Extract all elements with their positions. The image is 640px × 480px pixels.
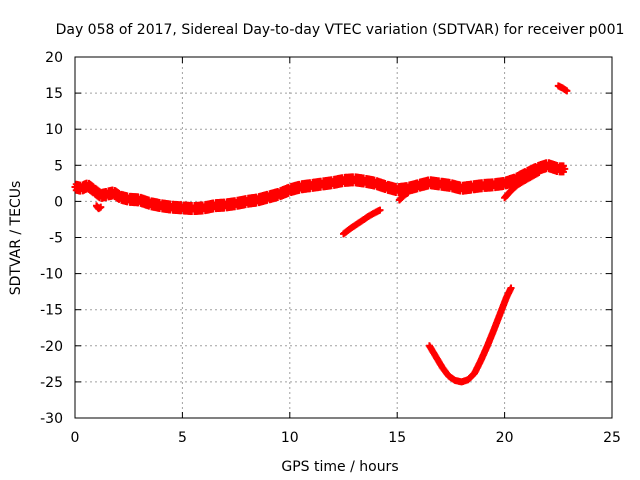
- data-point: [376, 206, 384, 214]
- data-point: [507, 284, 515, 292]
- data-point: [563, 87, 571, 95]
- x-axis-label: GPS time / hours: [281, 459, 398, 475]
- series-short-descending-arc: [92, 202, 105, 213]
- data-point: [561, 165, 569, 173]
- chart-title: Day 058 of 2017, Sidereal Day-to-day VTE…: [56, 22, 625, 38]
- data-point: [404, 189, 412, 197]
- data-points: [71, 82, 571, 386]
- y-tick-label: -5: [49, 231, 63, 247]
- y-axis-label: SDTVAR / TECUs: [8, 181, 24, 296]
- series-mid-negative-arc: [340, 206, 384, 238]
- y-tick-label: -10: [40, 267, 63, 283]
- series-late-rise-segment: [501, 169, 543, 202]
- x-tick-label: 20: [496, 430, 514, 446]
- data-point: [97, 203, 105, 211]
- y-tick-label: -30: [40, 411, 63, 427]
- x-tick-label: 15: [388, 430, 406, 446]
- x-tick-label: 25: [603, 430, 621, 446]
- axis-ticks: 0 5 10 15 20 25 -30 -25 -20 -15 -10 -5 0 5 10 15 20: [40, 50, 621, 446]
- series-early-dip-segment: [395, 189, 412, 204]
- x-tick-label: 0: [71, 430, 80, 446]
- y-tick-label: 15: [45, 86, 63, 102]
- series-high-outlier: [554, 82, 571, 95]
- series-deep-negative-arc: [425, 284, 515, 386]
- y-tick-label: -25: [40, 375, 63, 391]
- y-tick-label: -20: [40, 339, 63, 355]
- series-main-arc: [71, 159, 569, 216]
- y-tick-label: 5: [54, 158, 63, 174]
- x-tick-label: 10: [281, 430, 299, 446]
- grid-lines: [75, 57, 612, 418]
- y-tick-label: 0: [54, 194, 63, 210]
- y-tick-label: -15: [40, 303, 63, 319]
- y-tick-label: 20: [45, 50, 63, 66]
- x-tick-label: 5: [178, 430, 187, 446]
- data-point: [535, 169, 543, 177]
- y-tick-label: 10: [45, 122, 63, 138]
